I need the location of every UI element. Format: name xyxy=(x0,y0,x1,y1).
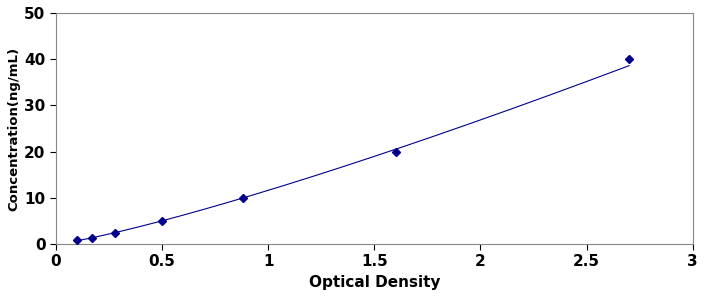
X-axis label: Optical Density: Optical Density xyxy=(309,275,440,290)
Y-axis label: Concentration(ng/mL): Concentration(ng/mL) xyxy=(7,46,20,211)
